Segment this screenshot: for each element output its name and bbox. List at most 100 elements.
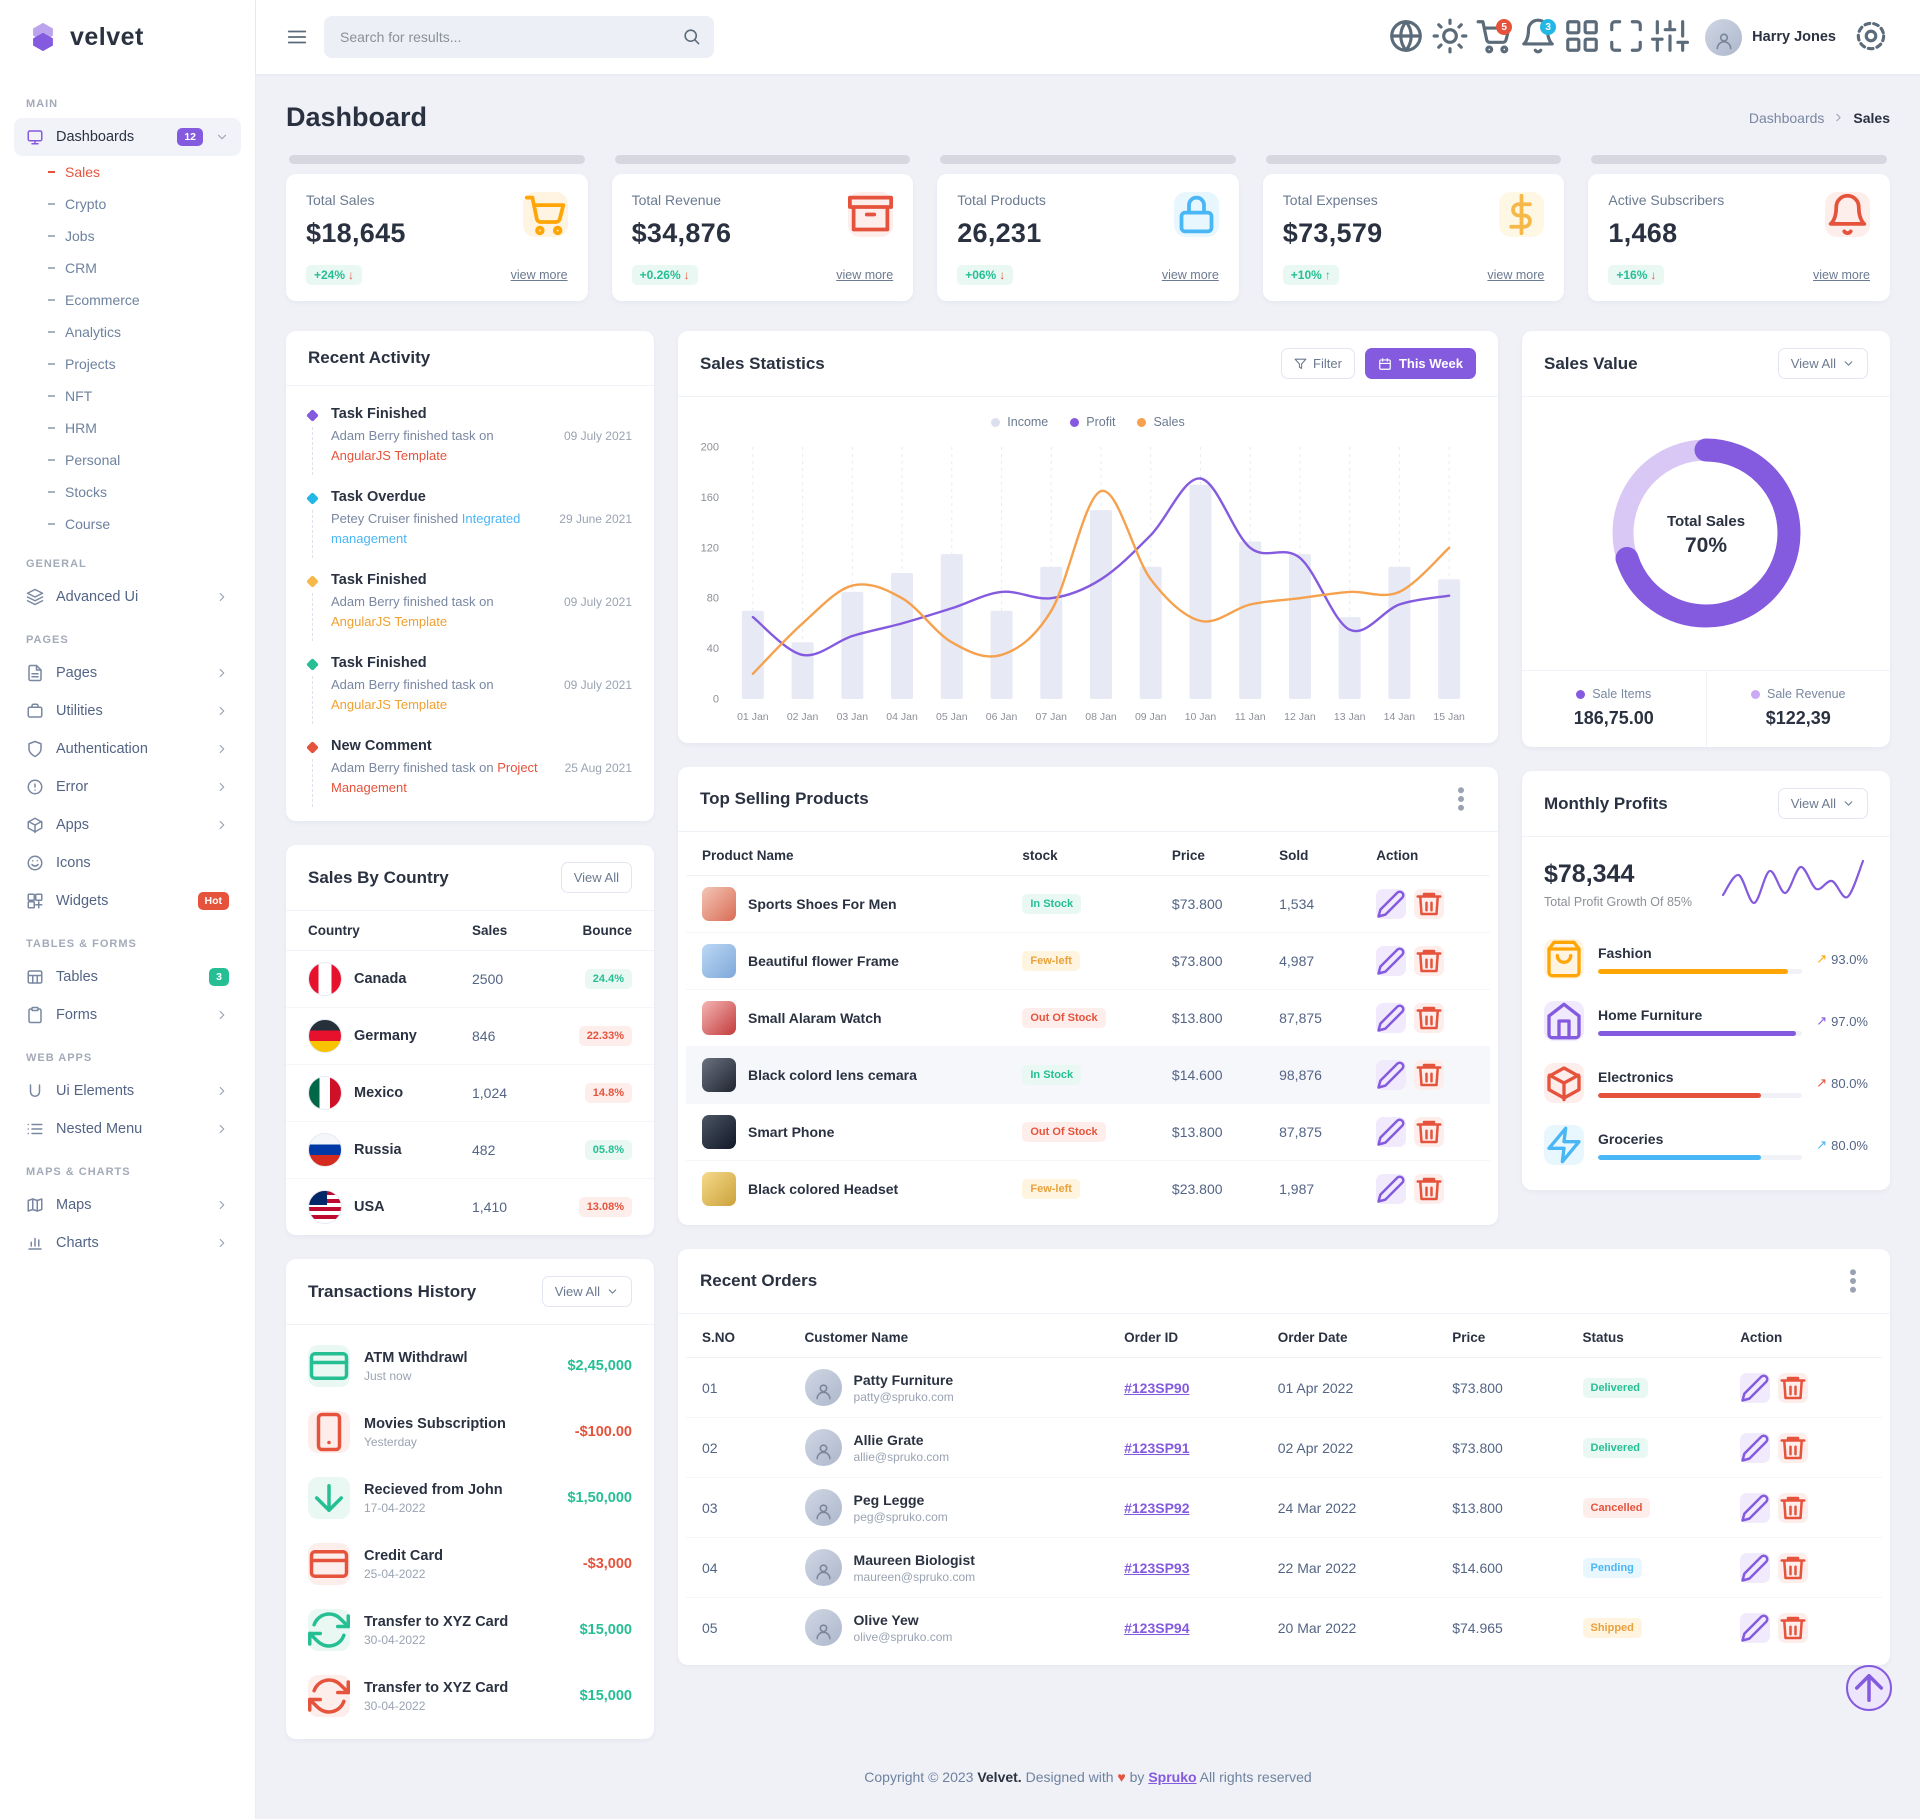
theme-toggle-button[interactable] <box>1431 18 1469 56</box>
settings-button[interactable] <box>1852 18 1890 56</box>
delete-button[interactable] <box>1414 1060 1444 1090</box>
activity-link[interactable]: AngularJS Template <box>331 614 447 629</box>
sidebar-item[interactable]: Nested Menu <box>14 1110 241 1148</box>
edit-button[interactable] <box>1376 1060 1406 1090</box>
delete-button[interactable] <box>1778 1613 1808 1643</box>
trash-icon <box>1414 1174 1444 1204</box>
sidebar-subitem[interactable]: Jobs <box>14 220 241 252</box>
cart-button[interactable]: 5 <box>1475 18 1513 56</box>
sidebar-item[interactable]: Icons <box>14 844 241 882</box>
chevron-icon <box>215 1084 229 1098</box>
filter-icon <box>1294 357 1307 370</box>
sidebar-item[interactable]: Utilities <box>14 692 241 730</box>
edit-icon <box>1740 1373 1770 1403</box>
transaction-label: Movies Subscription <box>364 1416 561 1432</box>
order-price: $73.800 <box>1436 1358 1566 1418</box>
delete-button[interactable] <box>1414 889 1444 919</box>
edit-button[interactable] <box>1376 1117 1406 1147</box>
more-options-button[interactable] <box>1446 784 1476 814</box>
delete-button[interactable] <box>1414 1003 1444 1033</box>
trash-icon <box>1414 1117 1444 1147</box>
view-more-link[interactable]: view more <box>1813 268 1870 282</box>
view-more-link[interactable]: view more <box>836 268 893 282</box>
search-input[interactable] <box>324 16 714 58</box>
filters-button[interactable] <box>1651 18 1689 56</box>
fullscreen-button[interactable] <box>1607 18 1645 56</box>
order-id-link[interactable]: #123SP93 <box>1124 1560 1189 1576</box>
sidebar-subitem[interactable]: CRM <box>14 252 241 284</box>
apps-grid-button[interactable] <box>1563 18 1601 56</box>
country-row: Canada 2500 24.4% <box>286 951 654 1008</box>
edit-button[interactable] <box>1740 1553 1770 1583</box>
sidebar-item[interactable]: Charts <box>14 1224 241 1262</box>
view-all-button[interactable]: View All <box>1778 348 1868 379</box>
delete-button[interactable] <box>1778 1373 1808 1403</box>
sidebar-subitem[interactable]: Projects <box>14 348 241 380</box>
delete-button[interactable] <box>1414 946 1444 976</box>
sidebar-item[interactable]: Widgets Hot <box>14 882 241 920</box>
edit-button[interactable] <box>1376 946 1406 976</box>
view-more-link[interactable]: view more <box>1162 268 1219 282</box>
order-id-link[interactable]: #123SP90 <box>1124 1380 1189 1396</box>
sidebar-item[interactable]: Apps <box>14 806 241 844</box>
sidebar-subitem[interactable]: HRM <box>14 412 241 444</box>
delete-button[interactable] <box>1414 1174 1444 1204</box>
delete-button[interactable] <box>1778 1553 1808 1583</box>
country-name: Germany <box>354 1028 417 1044</box>
order-id-link[interactable]: #123SP92 <box>1124 1500 1189 1516</box>
sidebar-subitem[interactable]: Ecommerce <box>14 284 241 316</box>
order-id-link[interactable]: #123SP91 <box>1124 1440 1189 1456</box>
sidebar-item[interactable]: Advanced Ui <box>14 578 241 616</box>
menu-toggle-icon[interactable] <box>286 26 308 48</box>
sidebar-item[interactable]: Forms <box>14 996 241 1034</box>
sidebar-item-label: Error <box>56 779 203 795</box>
sidebar-item[interactable]: Tables 3 <box>14 958 241 996</box>
sidebar-subitem[interactable]: NFT <box>14 380 241 412</box>
footer-spruko-link[interactable]: Spruko <box>1148 1769 1196 1785</box>
date-range-button[interactable]: This Week <box>1365 348 1476 379</box>
sidebar-subitem[interactable]: Sales <box>14 156 241 188</box>
delete-button[interactable] <box>1414 1117 1444 1147</box>
sidebar-subitem[interactable]: Analytics <box>14 316 241 348</box>
sidebar-subitem[interactable]: Personal <box>14 444 241 476</box>
activity-link[interactable]: AngularJS Template <box>331 448 447 463</box>
edit-button[interactable] <box>1376 1174 1406 1204</box>
transaction-amount: -$3,000 <box>583 1556 632 1572</box>
language-button[interactable] <box>1387 18 1425 56</box>
view-all-button[interactable]: View All <box>561 862 632 893</box>
sidebar-item[interactable]: Error <box>14 768 241 806</box>
sidebar-subitem[interactable]: Crypto <box>14 188 241 220</box>
view-all-button[interactable]: View All <box>542 1276 632 1307</box>
breadcrumb-parent[interactable]: Dashboards <box>1749 110 1825 126</box>
more-options-button[interactable] <box>1838 1266 1868 1296</box>
search-icon[interactable] <box>682 27 701 46</box>
edit-button[interactable] <box>1740 1613 1770 1643</box>
delete-button[interactable] <box>1778 1493 1808 1523</box>
notifications-button[interactable]: 3 <box>1519 18 1557 56</box>
user-menu[interactable]: Harry Jones <box>1695 14 1846 61</box>
brand-logo[interactable]: velvet <box>0 0 255 74</box>
category-progress-fill <box>1598 1093 1761 1098</box>
activity-dot-icon <box>306 409 319 422</box>
activity-link[interactable]: AngularJS Template <box>331 697 447 712</box>
edit-button[interactable] <box>1740 1373 1770 1403</box>
scroll-to-top-button[interactable] <box>1846 1665 1892 1711</box>
sidebar-item[interactable]: Maps <box>14 1186 241 1224</box>
sidebar-subitem[interactable]: Course <box>14 508 241 540</box>
sidebar-item[interactable]: Dashboards 12 <box>14 118 241 156</box>
sidebar-item[interactable]: Authentication <box>14 730 241 768</box>
edit-button[interactable] <box>1376 1003 1406 1033</box>
order-id-link[interactable]: #123SP94 <box>1124 1620 1189 1636</box>
edit-button[interactable] <box>1740 1493 1770 1523</box>
view-more-link[interactable]: view more <box>1487 268 1544 282</box>
view-more-link[interactable]: view more <box>511 268 568 282</box>
view-all-button[interactable]: View All <box>1778 788 1868 819</box>
edit-button[interactable] <box>1376 889 1406 919</box>
sidebar-subitem[interactable]: Stocks <box>14 476 241 508</box>
delete-button[interactable] <box>1778 1433 1808 1463</box>
sidebar-item[interactable]: Pages <box>14 654 241 692</box>
edit-button[interactable] <box>1740 1433 1770 1463</box>
sidebar-item[interactable]: Ui Elements <box>14 1072 241 1110</box>
filter-button[interactable]: Filter <box>1281 348 1355 379</box>
product-name: Black colored Headset <box>748 1181 898 1197</box>
